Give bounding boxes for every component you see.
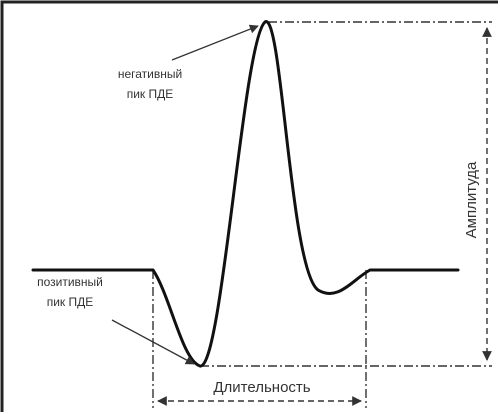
negative-peak-label-line2: пик ПДЕ <box>127 87 174 101</box>
negative-peak-label-line1: негативный <box>118 67 182 81</box>
positive-peak-pointer <box>111 319 195 365</box>
waveform-curve <box>31 20 460 368</box>
reference-lines <box>152 21 492 408</box>
negative-peak-pointer <box>171 24 259 61</box>
amplitude-label: Амплитуда <box>463 161 480 238</box>
positive-peak-label-line2: пик ПДЕ <box>47 295 94 309</box>
positive-peak-label-line1: позитивный <box>37 275 103 289</box>
duration-label: Длительность <box>213 379 310 396</box>
